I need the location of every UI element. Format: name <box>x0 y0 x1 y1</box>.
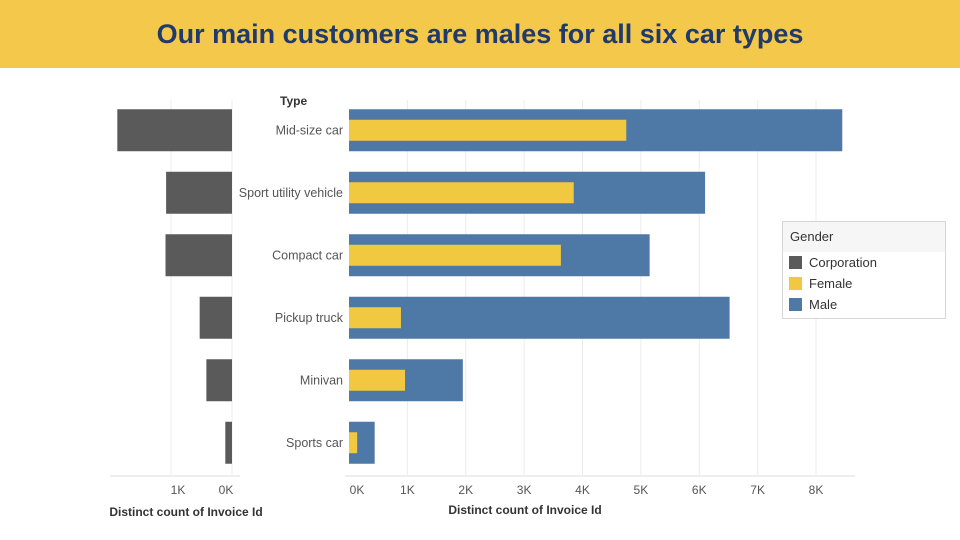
legend-item-corporation[interactable]: Corporation <box>783 252 945 273</box>
category-label-sports-car: Sports car <box>286 436 343 450</box>
row-header: Type <box>280 94 307 108</box>
right-axis-title: Distinct count of Invoice Id <box>448 503 601 517</box>
corporation-bar-mid-size-car <box>117 109 232 152</box>
female-bar-compact-car <box>349 244 561 266</box>
corporation-bar-minivan <box>206 359 232 402</box>
legend-item-female[interactable]: Female <box>783 273 945 294</box>
corporation-bar-pickup-truck <box>199 296 232 339</box>
left-axis-title: Distinct count of Invoice Id <box>109 505 262 519</box>
right-tick-label-1: 1K <box>400 483 415 497</box>
right-tick-label-5: 5K <box>634 483 649 497</box>
legend-label-male: Male <box>809 297 838 312</box>
category-label-sport-utility-vehicle: Sport utility vehicle <box>239 186 343 200</box>
legend-swatch-corporation <box>789 256 802 269</box>
legend-label-female: Female <box>809 276 853 291</box>
female-bar-minivan <box>349 369 406 391</box>
legend-item-male[interactable]: Male <box>783 294 945 315</box>
legend-label-corporation: Corporation <box>809 255 877 270</box>
category-label-compact-car: Compact car <box>272 248 343 262</box>
left-tick-label-0: 1K <box>171 483 186 497</box>
female-bar-pickup-truck <box>349 307 401 329</box>
corporation-bar-compact-car <box>165 234 232 277</box>
female-bar-mid-size-car <box>349 119 627 141</box>
right-tick-label-2: 2K <box>458 483 473 497</box>
page-title: Our main customers are males for all six… <box>156 18 804 49</box>
corporation-bar-sport-utility-vehicle <box>166 171 232 214</box>
legend-title: Gender <box>783 222 945 252</box>
male-bar-pickup-truck <box>349 296 730 339</box>
right-tick-label-7: 7K <box>750 483 765 497</box>
legend[interactable]: Gender Corporation Female Male <box>782 221 946 319</box>
female-bar-sport-utility-vehicle <box>349 182 574 204</box>
category-label-pickup-truck: Pickup truck <box>275 311 344 325</box>
legend-swatch-male <box>789 298 802 311</box>
female-bar-sports-car <box>349 432 358 454</box>
category-label-mid-size-car: Mid-size car <box>276 123 343 137</box>
title-banner: Our main customers are males for all six… <box>0 0 960 68</box>
right-tick-label-4: 4K <box>575 483 590 497</box>
corporation-bar-sports-car <box>225 421 232 464</box>
legend-swatch-female <box>789 277 802 290</box>
right-tick-label-8: 8K <box>809 483 824 497</box>
left-tick-label-1: 0K <box>219 483 234 497</box>
category-label-minivan: Minivan <box>300 373 343 387</box>
right-tick-label-6: 6K <box>692 483 707 497</box>
right-tick-label-3: 3K <box>517 483 532 497</box>
right-tick-label-0: 0K <box>350 483 365 497</box>
